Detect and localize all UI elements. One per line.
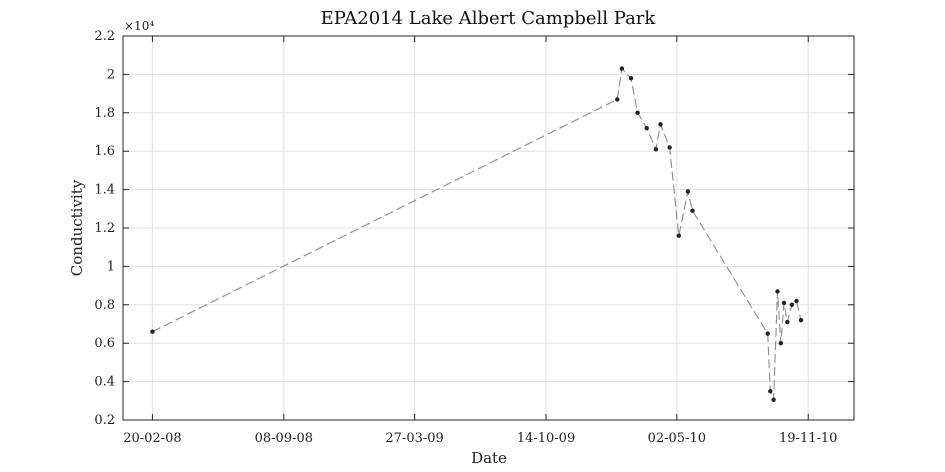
data-point <box>628 76 634 81</box>
y-tick-label: 1 <box>107 259 115 274</box>
x-axis-title: Date <box>471 449 507 467</box>
data-point <box>676 233 681 238</box>
x-tick-label: 14-10-09 <box>517 431 575 446</box>
y-tick-label: 1.4 <box>94 183 115 198</box>
y-exponent-label: ×10⁴ <box>124 19 154 33</box>
data-point <box>765 331 770 336</box>
data-point <box>653 147 659 152</box>
x-tick-label: 19-11-10 <box>779 431 837 446</box>
x-tick-labels: 20-02-08 08-09-08 27-03-09 14-10-09 02-05-10… <box>123 431 837 446</box>
data-point <box>150 329 155 334</box>
data-point <box>768 389 773 394</box>
x-tick-label: 08-09-08 <box>255 431 313 446</box>
data-point <box>690 208 695 213</box>
series-markers <box>150 66 804 402</box>
data-point <box>658 122 663 127</box>
axis-ticks <box>123 35 854 421</box>
data-point <box>798 318 804 323</box>
data-point <box>685 189 691 194</box>
y-tick-label: 0.2 <box>94 413 115 428</box>
y-tick-label: 0.8 <box>94 298 115 313</box>
data-point <box>781 300 787 306</box>
x-tick-label: 27-03-09 <box>385 431 443 446</box>
y-tick-label: 2.2 <box>94 29 115 44</box>
data-point <box>771 397 776 402</box>
y-tick-label: 0.4 <box>94 375 115 390</box>
series-line <box>152 67 802 400</box>
y-axis-title: Conductivity <box>68 179 86 276</box>
y-tick-label: 1.2 <box>94 221 115 236</box>
y-tick-label: 1.8 <box>94 106 115 121</box>
data-point <box>794 298 799 304</box>
x-tick-label: 02-05-10 <box>648 431 706 446</box>
data-point <box>615 97 620 102</box>
y-tick-label: 1.6 <box>94 144 115 159</box>
data-point <box>619 66 625 71</box>
data-point <box>635 110 640 116</box>
x-tick-label: 20-02-08 <box>123 431 181 446</box>
y-tick-label: 0.6 <box>94 336 115 351</box>
data-point <box>775 289 780 294</box>
chart-title: EPA2014 Lake Albert Campbell Park <box>321 8 657 29</box>
data-point <box>778 341 783 346</box>
data-point <box>789 302 795 307</box>
data-point <box>667 145 672 150</box>
y-tick-label: 2 <box>107 67 115 82</box>
data-point <box>785 319 790 325</box>
y-tick-labels: 0.2 0.4 0.6 0.8 1 1.2 1.4 1.6 1.8 2 2.2 <box>94 29 115 428</box>
data-point <box>644 126 649 131</box>
